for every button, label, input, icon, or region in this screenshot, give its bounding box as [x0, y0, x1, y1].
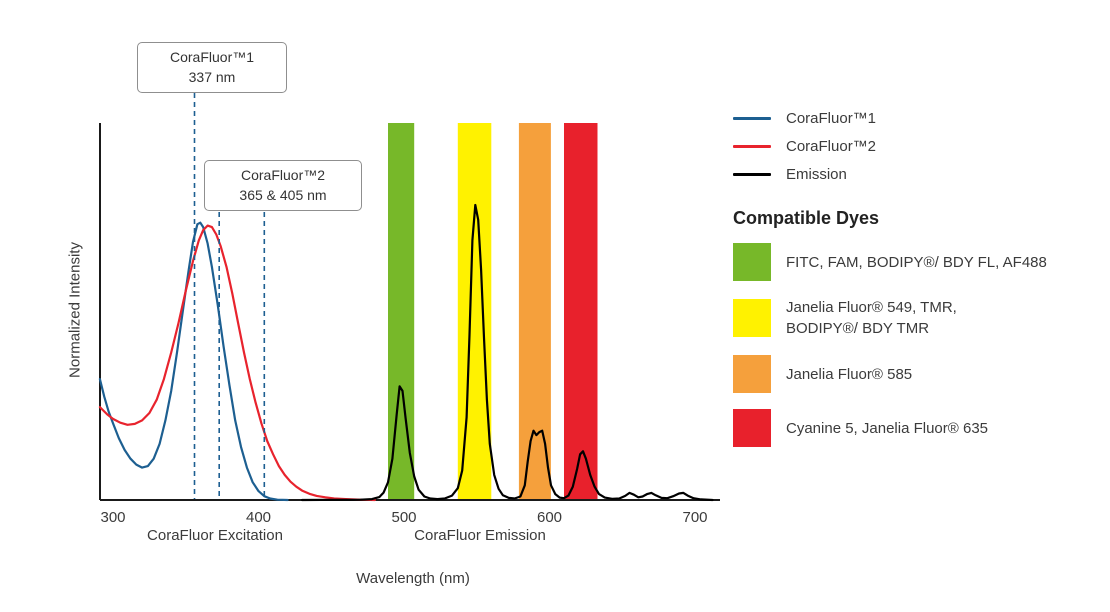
legend-item-corafluor2: CoraFluor™2 [733, 132, 1093, 160]
dye-label-orange: Janelia Fluor® 585 [786, 365, 913, 383]
corafluor1-line-swatch [733, 116, 771, 120]
callout-corafluor1-title: CoraFluor™1 [169, 49, 255, 65]
dye-label-yellow: Janelia Fluor® 549, TMR, BODIPY®/ BDY TM… [786, 299, 957, 337]
callout-corafluor2-value: 365 & 405 nm [239, 186, 327, 203]
red-dye-swatch [733, 409, 771, 447]
dye-label-green: FITC, FAM, BODIPY®/ BDY FL, AF488 [786, 253, 1047, 271]
orange-dye-swatch [733, 355, 771, 393]
x-tick-label-600: 600 [537, 509, 562, 526]
legend-item-emission: Emission [733, 160, 1093, 188]
dye-band-red [564, 123, 598, 499]
dye-item-green: FITC, FAM, BODIPY®/ BDY FL, AF488 [733, 243, 1093, 281]
callout-corafluor1-value: 337 nm [188, 68, 236, 85]
series-corafluor1-excitation [98, 221, 289, 502]
legend-label-emission: Emission [786, 165, 847, 183]
x-tick-label-700: 700 [682, 509, 707, 526]
legend-label-corafluor2: CoraFluor™2 [786, 137, 877, 155]
callout-corafluor1: CoraFluor™1 337 nm [137, 42, 287, 94]
green-dye-swatch [733, 243, 771, 281]
compatible-dyes-heading: Compatible Dyes [733, 208, 880, 228]
series-corafluor2-excitation [98, 224, 376, 502]
dye-band-green [388, 123, 415, 499]
legend: CoraFluor™1 CoraFluor™2 Emission Compati… [733, 104, 1093, 463]
callout-corafluor2-title: CoraFluor™2 [240, 167, 326, 183]
corafluor2-line-swatch [733, 144, 771, 148]
x-tick-label-500: 500 [391, 509, 416, 526]
dye-band-orange [518, 123, 551, 499]
x-section-label-excitation: CoraFluor Excitation [147, 527, 283, 544]
dye-item-yellow: Janelia Fluor® 549, TMR, BODIPY®/ BDY TM… [733, 297, 1093, 339]
x-axis-label: Wavelength (nm) [356, 570, 470, 587]
x-tick-label-400: 400 [246, 509, 271, 526]
y-axis-label: Normalized Intensity [66, 242, 84, 378]
legend-item-corafluor1: CoraFluor™1 [733, 104, 1093, 132]
dye-item-red: Cyanine 5, Janelia Fluor® 635 [733, 409, 1093, 447]
emission-line-swatch [733, 172, 771, 176]
yellow-dye-swatch [733, 299, 771, 337]
series-emission [301, 203, 714, 502]
dye-item-orange: Janelia Fluor® 585 [733, 355, 1093, 393]
dye-band-yellow [457, 123, 492, 499]
x-section-label-emission: CoraFluor Emission [414, 527, 546, 544]
legend-label-corafluor1: CoraFluor™1 [786, 109, 877, 127]
dye-label-red: Cyanine 5, Janelia Fluor® 635 [786, 419, 989, 437]
callout-corafluor2: CoraFluor™2 365 & 405 nm [204, 160, 362, 212]
x-tick-label-300: 300 [100, 509, 125, 526]
